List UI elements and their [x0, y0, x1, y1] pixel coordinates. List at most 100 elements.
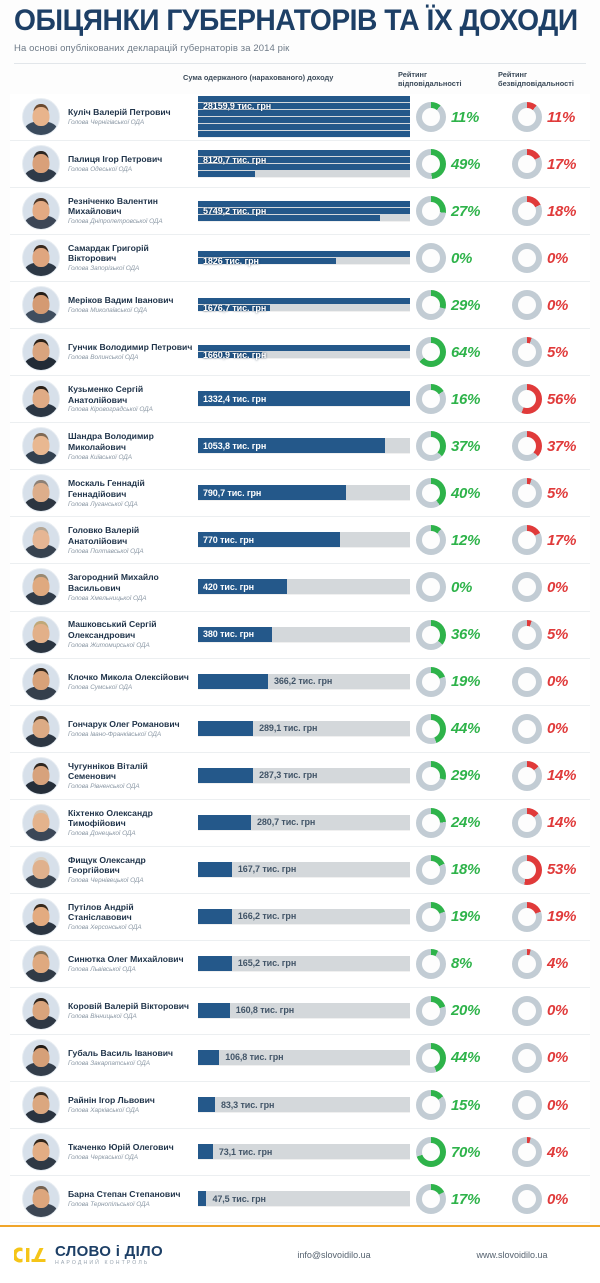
person-info: Райнін Ігор Львович Голова Харківської ОД…: [68, 1095, 194, 1115]
avatar: [22, 333, 60, 372]
donut-hole: [518, 531, 536, 550]
bar-fill: [198, 214, 381, 221]
bar-segment: [198, 157, 410, 164]
bar-fill: [198, 532, 341, 548]
donut-hole: [422, 578, 440, 597]
avatar-face: [32, 389, 50, 409]
avatar-face: [32, 342, 50, 362]
donut-hole: [422, 343, 440, 362]
table-row: Путілов Андрій Станіславович Голова Херсо…: [10, 893, 590, 941]
person-name: Райнін Ігор Львович: [68, 1095, 155, 1106]
income-bar: 47,5 тис. грн: [198, 1191, 410, 1207]
irresponsibility-cell: 4%: [506, 948, 600, 979]
avatar: [22, 1038, 60, 1077]
person-name: Губаль Василь Іванович: [68, 1048, 174, 1058]
person-info: Барна Степан Степанович Голова Тернопільс…: [68, 1189, 194, 1209]
bar-value-label: 165,2 тис. грн: [237, 958, 297, 969]
logo-mark-icon: [12, 1246, 48, 1264]
irresponsibility-cell: 0%: [506, 995, 600, 1026]
bar-segment: [198, 955, 410, 971]
responsibility-value: 19%: [451, 673, 481, 691]
avatar-body: [24, 1109, 58, 1123]
responsibility-cell: 40%: [410, 478, 506, 509]
avatar-body: [24, 1061, 58, 1076]
bar-track: 790,7 тис. грн: [198, 485, 410, 501]
avatar-face: [32, 765, 50, 785]
person-info: Самардак Григорій Вікторович Голова Запор…: [68, 243, 194, 273]
avatar-face: [32, 577, 50, 597]
bar-track: 287,3 тис. грн: [198, 767, 410, 783]
donut-hole: [422, 672, 440, 691]
responsibility-value: 37%: [451, 437, 481, 455]
income-bar: 287,3 тис. грн: [198, 767, 410, 784]
bar-fill: [198, 626, 273, 642]
bar-segment: [198, 1144, 410, 1160]
bar-fill: [198, 117, 410, 124]
table-row: Райнін Ігор Львович Голова Харківської ОД…: [10, 1081, 590, 1130]
donut-hole: [422, 1096, 440, 1114]
person-name: Загородний Михайло Васильович: [68, 572, 159, 593]
donut-hole: [422, 202, 440, 221]
irresponsibility-value: 4%: [547, 1143, 569, 1161]
donut-chart: [416, 760, 446, 791]
responsibility-value: 0%: [451, 249, 473, 267]
donut-chart: [416, 948, 446, 979]
footer-email[interactable]: info@slovoidilo.ua: [297, 1250, 371, 1261]
logo-name: СЛОВО і ДІЛО: [55, 1243, 163, 1261]
person-name: Синютка Олег Михайлович: [68, 953, 184, 964]
avatar: [22, 239, 60, 278]
irresponsibility-cell: 17%: [506, 149, 600, 180]
bar-track: 1053,8 тис. грн: [198, 438, 410, 454]
irresponsibility-value: 0%: [547, 578, 569, 596]
bar-fill: [198, 352, 262, 359]
person-name: Самардак Григорій Вікторович: [68, 243, 149, 264]
person-name: Палиця Ігор Петрович: [68, 154, 163, 165]
bar-track: 289,1 тис. грн: [198, 720, 410, 736]
donut-hole: [422, 1001, 440, 1020]
donut-chart: [512, 337, 542, 368]
avatar: [22, 850, 60, 889]
bar-fill: [198, 438, 385, 454]
avatar-body: [24, 544, 58, 559]
donut-chart: [416, 1090, 446, 1120]
donut-chart: [416, 102, 446, 133]
responsibility-value: 16%: [451, 390, 481, 408]
income-bar: 166,2 тис. грн: [198, 908, 410, 925]
donut-chart: [512, 102, 542, 133]
irresponsibility-value: 11%: [547, 108, 576, 126]
footer-website[interactable]: www.slovoidilo.ua: [476, 1250, 548, 1261]
bar-value-label: 106,8 тис. грн: [225, 1052, 284, 1063]
table-row: Меріков Вадим Іванович Голова Миколаївськ…: [10, 282, 590, 330]
bar-fill: [198, 124, 410, 131]
brand-logo[interactable]: СЛОВО і ДІЛО НАРОДНИЙ КОНТРОЛЬ: [12, 1243, 244, 1266]
bar-segment: [198, 171, 410, 178]
responsibility-cell: 15%: [410, 1090, 506, 1120]
donut-hole: [422, 108, 440, 127]
responsibility-cell: 44%: [410, 1042, 506, 1073]
irresponsibility-cell: 18%: [506, 196, 600, 227]
avatar: [22, 709, 60, 748]
person-name: Машковський Сергій Олександрович: [68, 619, 157, 640]
person-role: Голова Житомирської ОДА: [68, 641, 150, 649]
column-header-irresponsibility: Рейтинг безвідповідальності: [498, 70, 574, 88]
bar-value-label: 366,2 тис. грн: [273, 676, 333, 687]
footer: СЛОВО і ДІЛО НАРОДНИЙ КОНТРОЛЬ info@slov…: [0, 1227, 600, 1283]
bar-fill: [198, 150, 410, 157]
avatar-face: [32, 295, 50, 315]
irresponsibility-cell: 14%: [506, 760, 600, 791]
responsibility-cell: 0%: [410, 572, 506, 603]
avatar: [22, 897, 60, 936]
donut-chart: [512, 1184, 542, 1215]
avatar: [22, 474, 60, 513]
bar-value-label: 160,8 тис. грн: [235, 1005, 295, 1016]
table-row: Барна Степан Степанович Голова Тернопільс…: [10, 1176, 590, 1224]
bar-fill: [198, 485, 347, 501]
income-bar: 8120,7 тис. грн: [198, 150, 410, 178]
donut-chart: [416, 243, 446, 274]
responsibility-value: 44%: [451, 1049, 481, 1067]
bar-fill: [198, 258, 336, 265]
irresponsibility-cell: 0%: [506, 666, 600, 697]
person-info: Палиця Ігор Петрович Голова Одеської ОДА: [68, 154, 194, 174]
bar-segment: [198, 305, 410, 312]
responsibility-cell: 12%: [410, 525, 506, 556]
